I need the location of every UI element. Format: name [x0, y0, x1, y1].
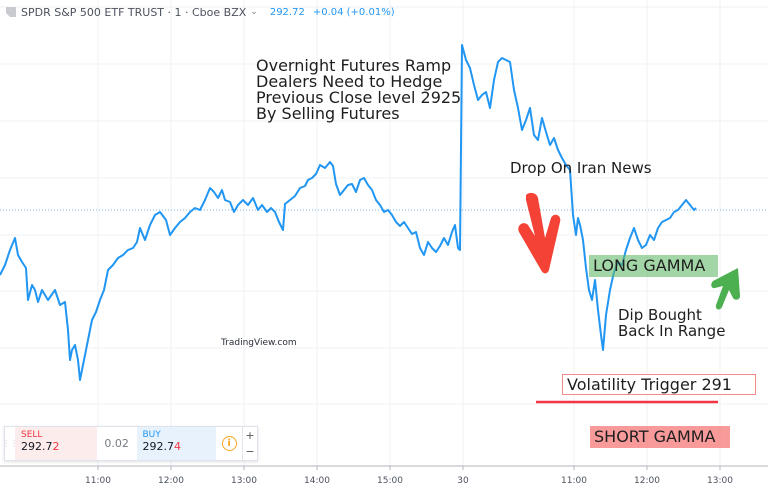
symbol-title[interactable]: SPDR S&P 500 ETF TRUST · 1 · Cboe BZX — [21, 5, 247, 19]
sell-label: SELL — [21, 430, 43, 440]
iran-news-note[interactable]: Drop On Iran News — [510, 159, 652, 177]
zoom-out-button[interactable]: − — [245, 445, 255, 459]
note-line: Previous Close level 2925 — [256, 88, 462, 107]
symbol-header[interactable]: SPDR S&P 500 ETF TRUST · 1 · Cboe BZX ⌄ … — [6, 4, 395, 20]
x-axis-ticks — [97, 466, 721, 470]
x-tick-label: 14:00 — [304, 476, 330, 486]
note-line: Back In Range — [618, 322, 726, 340]
sell-price-last-digit: 2 — [52, 440, 60, 453]
x-tick-label: 13:00 — [707, 476, 733, 486]
dip-bought-note[interactable]: Dip Bought Back In Range — [618, 307, 725, 339]
overnight-futures-note[interactable]: Overnight Futures Ramp Dealers Need to H… — [256, 58, 461, 122]
buy-price-main: 292.7 — [142, 440, 175, 453]
buy-label: BUY — [142, 430, 161, 440]
grid-vertical — [97, 0, 721, 466]
trade-panel: ⋮⋮ SELL 292.72 0.02 BUY 292.74 i + − — [2, 426, 258, 461]
info-icon: i — [221, 436, 237, 451]
x-tick-label: 11:00 — [85, 476, 111, 486]
volatility-trigger-label[interactable]: Volatility Trigger 291 — [562, 374, 756, 395]
sell-price-main: 292.7 — [21, 440, 53, 453]
note-line: Dip Bought — [618, 306, 702, 324]
sell-price: 292.72 — [21, 440, 97, 453]
x-tick-label: 12:00 — [634, 476, 660, 486]
down-arrow-icon — [518, 192, 561, 274]
info-button[interactable]: i — [216, 427, 242, 460]
flag-icon — [6, 7, 16, 17]
buy-price-last-digit: 4 — [174, 440, 181, 453]
price-change: +0.04 (+0.01%) — [312, 6, 395, 18]
last-price: 292.72 — [269, 6, 305, 18]
x-tick-label: 11:00 — [561, 476, 587, 486]
up-arrow-icon — [711, 268, 740, 310]
long-gamma-label[interactable]: LONG GAMMA — [589, 255, 718, 277]
zoom-in-button[interactable]: + — [245, 428, 255, 442]
tradingview-watermark: TradingView.com — [221, 338, 297, 348]
x-tick-label: 13:00 — [231, 476, 257, 486]
x-tick-label: 15:00 — [377, 476, 403, 486]
price-line — [0, 44, 697, 381]
grid-horizontal — [0, 6, 768, 405]
note-line: By Selling Futures — [256, 104, 400, 123]
buy-button[interactable]: BUY 292.74 — [136, 427, 217, 460]
x-tick-label: 30 — [457, 476, 469, 486]
buy-price: 292.74 — [143, 440, 217, 453]
panel-zoom-controls: + − — [242, 427, 257, 460]
sell-button[interactable]: SELL 292.72 — [15, 427, 97, 460]
spread-value: 0.02 — [104, 437, 129, 450]
chevron-down-icon[interactable]: ⌄ — [250, 7, 258, 17]
note-line: Dealers Need to Hedge — [256, 72, 443, 91]
short-gamma-label[interactable]: SHORT GAMMA — [590, 426, 730, 448]
x-tick-label: 12:00 — [158, 476, 184, 486]
drag-handle-icon[interactable]: ⋮⋮ — [2, 439, 18, 448]
note-line: Overnight Futures Ramp — [256, 56, 452, 75]
